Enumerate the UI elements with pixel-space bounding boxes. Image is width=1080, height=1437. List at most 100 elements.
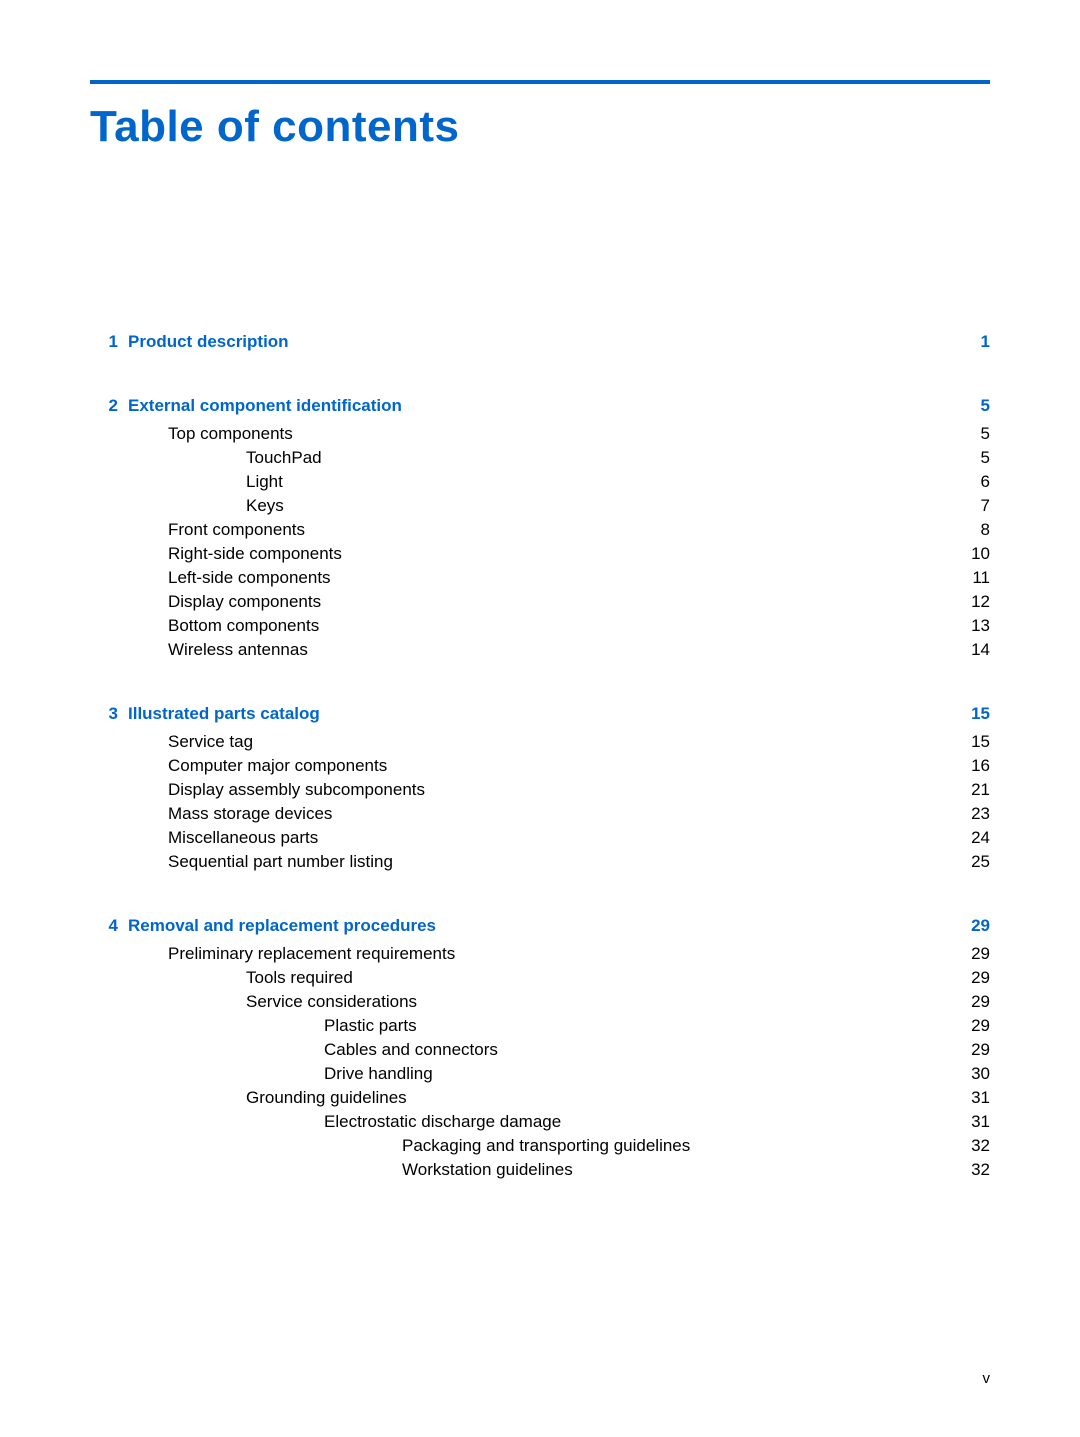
toc-entry-row: Front components 8	[90, 520, 990, 540]
toc-entry-row: Grounding guidelines 31	[90, 1088, 990, 1108]
toc-entry-page: 11	[968, 568, 990, 588]
toc-chapter-block: 2External component identification 5Top …	[90, 396, 990, 660]
toc-entry-page: 31	[967, 1112, 990, 1132]
toc-entry-row: Computer major components 16	[90, 756, 990, 776]
toc-entry-row: Service considerations 29	[90, 992, 990, 1012]
toc-chapter-block: 3Illustrated parts catalog 15Service tag…	[90, 704, 990, 872]
toc-chapter-row: 4Removal and replacement procedures 29	[90, 916, 990, 936]
toc-entry-page: 14	[967, 640, 990, 660]
document-page: Table of contents 1Product description 1…	[0, 0, 1080, 1284]
toc-entry-label: Bottom components	[168, 616, 319, 636]
toc-entry-page: 6	[977, 472, 990, 492]
toc-entry-row: Electrostatic discharge damage 31	[90, 1112, 990, 1132]
toc-entry-label: TouchPad	[246, 448, 322, 468]
toc-entry-page: 5	[977, 424, 990, 444]
toc-entry-row: Service tag 15	[90, 732, 990, 752]
chapter-title: External component identification	[118, 396, 402, 416]
page-number: v	[983, 1370, 991, 1387]
toc-entry-row: Packaging and transporting guidelines 32	[90, 1136, 990, 1156]
toc-entry-page: 29	[967, 1016, 990, 1036]
toc-entry-row: Keys 7	[90, 496, 990, 516]
toc-entry-row: Wireless antennas 14	[90, 640, 990, 660]
toc-entry-page: 5	[977, 448, 990, 468]
toc-entry-label: Grounding guidelines	[246, 1088, 407, 1108]
toc-entry-page: 30	[967, 1064, 990, 1084]
toc-entry-page: 8	[977, 520, 990, 540]
toc-entry-label: Display assembly subcomponents	[168, 780, 425, 800]
chapter-number: 1	[90, 332, 118, 352]
toc-entry-row: Left-side components 11	[90, 568, 990, 588]
chapter-number: 2	[90, 396, 118, 416]
toc-entry-label: Right-side components	[168, 544, 342, 564]
toc-entry-label: Wireless antennas	[168, 640, 308, 660]
chapter-number: 3	[90, 704, 118, 724]
toc-entry-label: Plastic parts	[324, 1016, 417, 1036]
toc-entry-page: 15	[967, 732, 990, 752]
toc-entry-row: Mass storage devices 23	[90, 804, 990, 824]
toc-chapter-block: 4Removal and replacement procedures 29Pr…	[90, 916, 990, 1180]
toc-entry-page: 21	[967, 780, 990, 800]
toc-entry-label: Service considerations	[246, 992, 417, 1012]
toc-entry-row: Workstation guidelines 32	[90, 1160, 990, 1180]
toc-entry-row: Bottom components 13	[90, 616, 990, 636]
toc-entry-row: Display components 12	[90, 592, 990, 612]
chapter-page: 15	[967, 704, 990, 724]
chapter-title: Removal and replacement procedures	[118, 916, 436, 936]
toc-entry-page: 10	[967, 544, 990, 564]
toc-entry-row: Cables and connectors 29	[90, 1040, 990, 1060]
toc-entry-label: Workstation guidelines	[402, 1160, 573, 1180]
toc-entry-row: Plastic parts 29	[90, 1016, 990, 1036]
toc-entry-label: Cables and connectors	[324, 1040, 498, 1060]
chapter-page: 29	[967, 916, 990, 936]
toc-entry-page: 16	[967, 756, 990, 776]
toc-chapter-row: 2External component identification 5	[90, 396, 990, 416]
toc-entry-row: Miscellaneous parts 24	[90, 828, 990, 848]
toc-entry-page: 13	[967, 616, 990, 636]
chapter-number: 4	[90, 916, 118, 936]
toc-entry-page: 32	[967, 1160, 990, 1180]
page-title: Table of contents	[90, 102, 990, 152]
chapter-title: Product description	[118, 332, 289, 352]
toc-entry-row: Light 6	[90, 472, 990, 492]
toc-entry-label: Tools required	[246, 968, 353, 988]
toc-entry-row: Right-side components 10	[90, 544, 990, 564]
toc-entry-page: 23	[967, 804, 990, 824]
toc-entry-label: Electrostatic discharge damage	[324, 1112, 561, 1132]
toc-entry-row: Top components 5	[90, 424, 990, 444]
toc-entry-label: Keys	[246, 496, 284, 516]
toc-entry-page: 29	[967, 944, 990, 964]
toc-entry-row: TouchPad 5	[90, 448, 990, 468]
toc-entry-page: 32	[967, 1136, 990, 1156]
toc-chapter-row: 3Illustrated parts catalog 15	[90, 704, 990, 724]
toc-entry-label: Packaging and transporting guidelines	[402, 1136, 690, 1156]
toc-entry-label: Left-side components	[168, 568, 331, 588]
toc-entry-label: Preliminary replacement requirements	[168, 944, 455, 964]
toc-entry-page: 31	[967, 1088, 990, 1108]
toc-chapter-block: 1Product description 1	[90, 332, 990, 352]
toc-entry-label: Computer major components	[168, 756, 387, 776]
toc-entry-page: 29	[967, 1040, 990, 1060]
toc-entry-label: Drive handling	[324, 1064, 433, 1084]
toc-entry-page: 7	[977, 496, 990, 516]
toc-entry-label: Service tag	[168, 732, 253, 752]
toc-entry-row: Preliminary replacement requirements 29	[90, 944, 990, 964]
toc-entry-page: 29	[967, 968, 990, 988]
toc-entry-label: Miscellaneous parts	[168, 828, 318, 848]
toc-entry-row: Sequential part number listing 25	[90, 852, 990, 872]
toc-entry-row: Tools required 29	[90, 968, 990, 988]
chapter-page: 1	[977, 332, 990, 352]
toc-entry-page: 12	[967, 592, 990, 612]
toc-entry-label: Sequential part number listing	[168, 852, 393, 872]
toc-entry-label: Display components	[168, 592, 321, 612]
toc-entry-row: Display assembly subcomponents 21	[90, 780, 990, 800]
toc-entry-label: Front components	[168, 520, 305, 540]
horizontal-rule	[90, 80, 990, 84]
toc-entry-row: Drive handling 30	[90, 1064, 990, 1084]
toc-entry-page: 29	[967, 992, 990, 1012]
chapter-title: Illustrated parts catalog	[118, 704, 320, 724]
toc-entry-page: 25	[967, 852, 990, 872]
toc-entry-label: Top components	[168, 424, 293, 444]
table-of-contents: 1Product description 12External componen…	[90, 332, 990, 1180]
toc-chapter-row: 1Product description 1	[90, 332, 990, 352]
chapter-page: 5	[977, 396, 990, 416]
